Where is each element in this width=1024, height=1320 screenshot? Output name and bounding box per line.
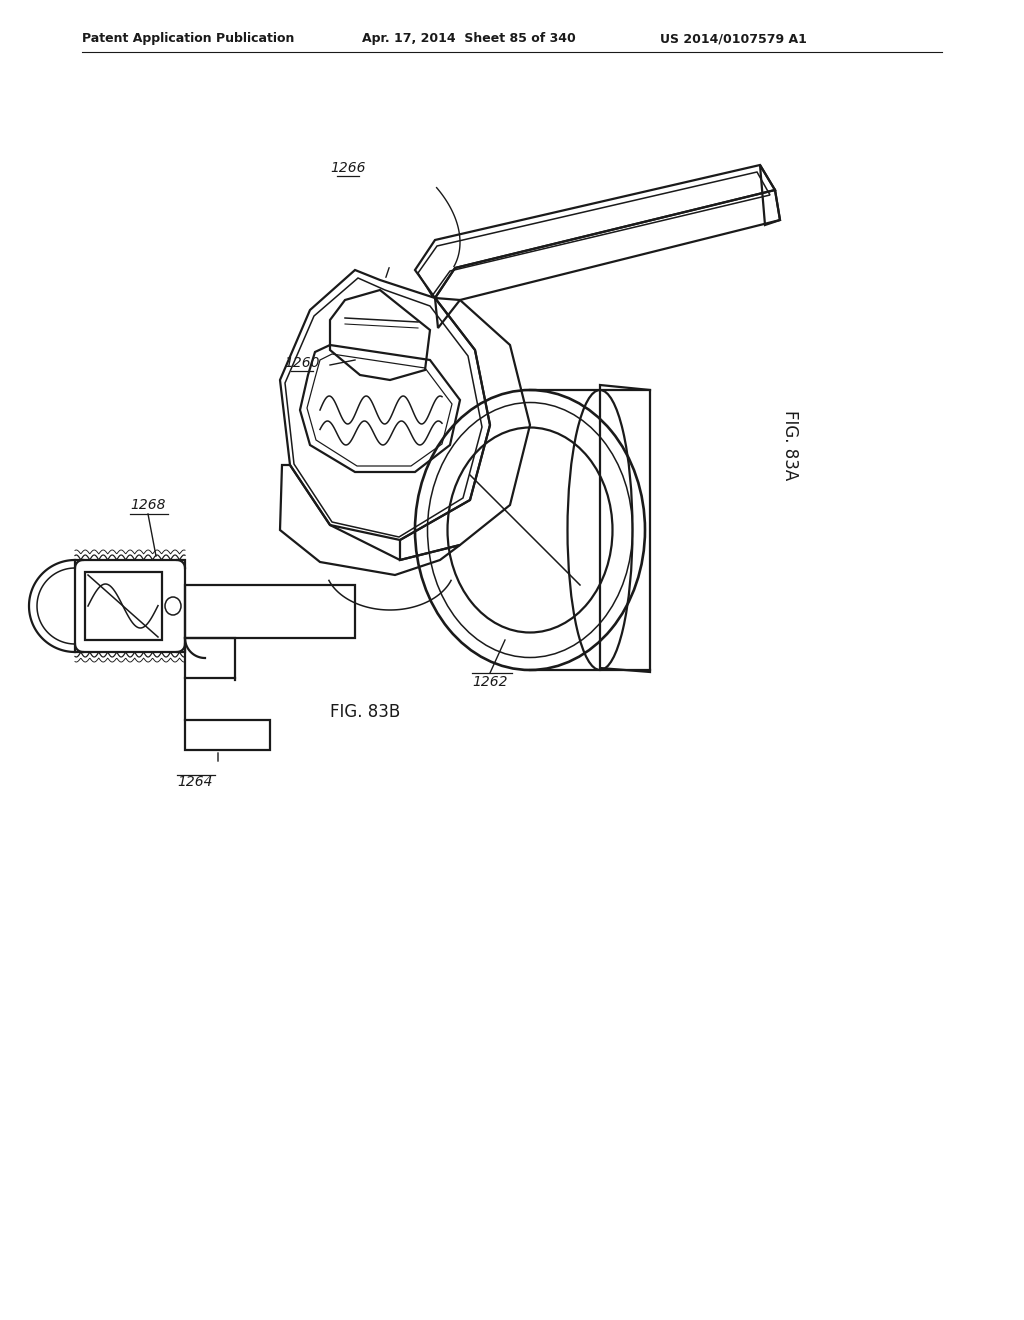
- Text: Apr. 17, 2014  Sheet 85 of 340: Apr. 17, 2014 Sheet 85 of 340: [362, 32, 575, 45]
- Text: 1264: 1264: [177, 775, 213, 789]
- Text: US 2014/0107579 A1: US 2014/0107579 A1: [660, 32, 807, 45]
- Text: FIG. 83B: FIG. 83B: [330, 704, 400, 721]
- Text: Patent Application Publication: Patent Application Publication: [82, 32, 294, 45]
- Text: 1262: 1262: [472, 675, 508, 689]
- Text: 1266: 1266: [331, 161, 366, 176]
- Text: 1268: 1268: [130, 498, 166, 512]
- Text: FIG. 83A: FIG. 83A: [781, 411, 799, 480]
- Text: 1260: 1260: [285, 356, 319, 370]
